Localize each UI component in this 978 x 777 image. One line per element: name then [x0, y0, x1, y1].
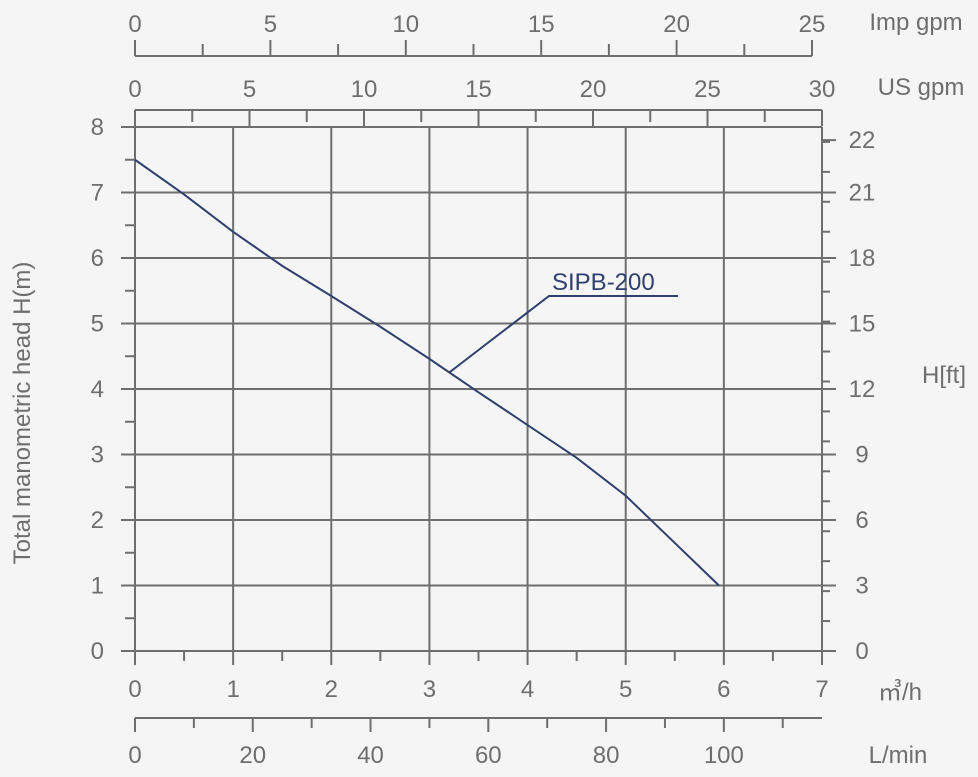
y-tick-label: 2	[91, 507, 104, 534]
impgpm-tick-label: 20	[663, 11, 690, 38]
y-tick-label: 5	[91, 311, 104, 338]
x-tick-label: 6	[717, 676, 730, 703]
usgpm-tick-label: 5	[243, 76, 256, 103]
ft-tick-label: 0	[855, 638, 868, 665]
axes	[121, 40, 836, 732]
usgpm-tick-label: 25	[694, 76, 721, 103]
ft-tick-label: 18	[849, 245, 876, 272]
x-tick-label: 7	[815, 676, 828, 703]
usgpm-unit-label: US gpm	[878, 74, 965, 101]
ft-tick-label: 12	[849, 376, 876, 403]
x-tick-label: 1	[226, 676, 239, 703]
y-tick-label: 6	[91, 245, 104, 272]
x-tick-label: 2	[325, 676, 338, 703]
lmin-tick-label: 0	[128, 742, 141, 769]
impgpm-unit-label: Imp gpm	[869, 9, 962, 36]
lmin-tick-label: 60	[475, 742, 502, 769]
usgpm-tick-label: 30	[809, 76, 836, 103]
y-tick-label: 0	[91, 638, 104, 665]
series	[134, 158, 720, 587]
usgpm-tick-label: 20	[580, 76, 607, 103]
x-unit-label: ㎥/h	[878, 679, 922, 706]
lmin-unit-label: L/min	[869, 742, 928, 769]
ft-tick-label: 3	[855, 573, 868, 600]
y-tick-label: 8	[91, 114, 104, 141]
usgpm-tick-label: 0	[128, 76, 141, 103]
x-tick-label: 3	[423, 676, 436, 703]
ft-tick-label: 15	[849, 311, 876, 338]
ft-axis-title: H[ft]	[922, 362, 966, 389]
ft-tick-label: 22	[849, 127, 876, 154]
impgpm-tick-label: 15	[528, 11, 555, 38]
y-tick-label: 1	[91, 573, 104, 600]
series-label-sipb-200: SIPB-200	[552, 269, 655, 296]
lmin-tick-label: 100	[704, 742, 744, 769]
impgpm-tick-label: 25	[799, 11, 826, 38]
usgpm-tick-label: 10	[351, 76, 378, 103]
lmin-tick-label: 80	[593, 742, 620, 769]
usgpm-tick-label: 15	[465, 76, 492, 103]
lmin-tick-label: 40	[357, 742, 384, 769]
impgpm-tick-label: 0	[128, 11, 141, 38]
impgpm-tick-label: 5	[264, 11, 277, 38]
ft-tick-label: 9	[855, 442, 868, 469]
grid	[135, 126, 823, 651]
annotation-leader-line	[448, 295, 678, 374]
y-axis-title: Total manometric head H(m)	[9, 262, 36, 565]
y-tick-label: 7	[91, 180, 104, 207]
series-line-sipb-200	[134, 158, 720, 587]
x-tick-label: 5	[619, 676, 632, 703]
y-tick-label: 4	[91, 376, 104, 403]
lmin-tick-label: 20	[239, 742, 266, 769]
x-tick-label: 0	[128, 676, 141, 703]
x-tick-label: 4	[521, 676, 534, 703]
y-tick-label: 3	[91, 442, 104, 469]
impgpm-tick-label: 10	[392, 11, 419, 38]
ft-tick-label: 6	[855, 507, 868, 534]
ft-tick-label: 21	[849, 180, 876, 207]
